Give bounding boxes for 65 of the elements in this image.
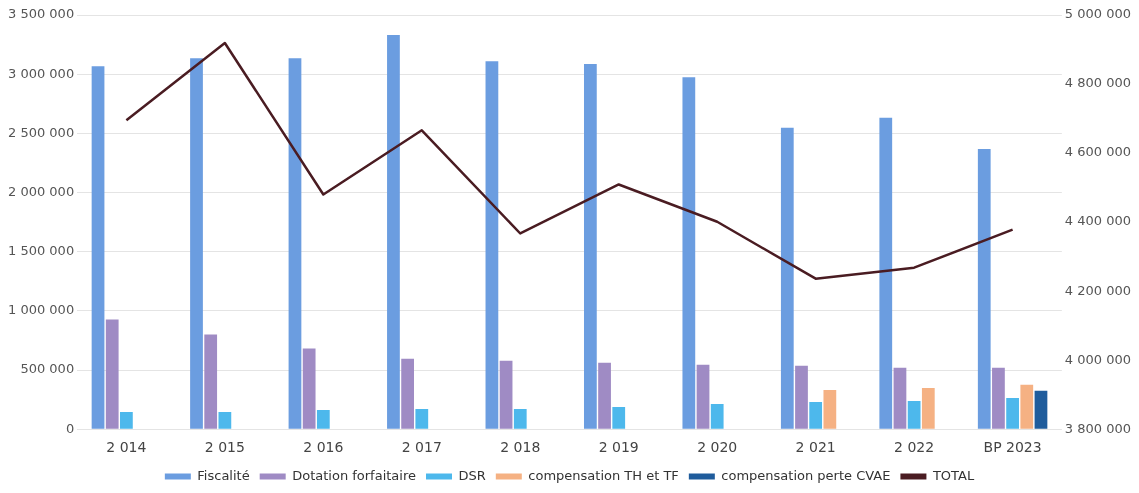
y2-tick-label: 4 200 000 [1064,282,1132,298]
bar [91,66,105,429]
x-tick-label: 2 014 [106,439,147,456]
bar [401,358,414,429]
y-tick-label: 2 000 000 [7,183,75,199]
bar [598,362,611,429]
y-tick-label: 3 500 000 [7,6,75,22]
x-tick-label: BP 2023 [983,439,1042,456]
legend-label: DSR [458,467,486,483]
bar [316,410,330,429]
y2-tick-label: 3 800 000 [1064,420,1132,436]
y2-tick-label: 4 800 000 [1064,75,1132,91]
bar [387,35,400,429]
bar [893,367,907,429]
bar [190,58,203,429]
bar [696,364,710,429]
legend-label: TOTAL [931,467,975,483]
bar [513,409,527,429]
bar [415,409,429,429]
y-tick-label: 3 000 000 [7,65,75,81]
bar [499,360,513,429]
y-tick-label: 1 000 000 [7,302,75,318]
legend-label: compensation TH et TF [528,467,679,483]
bar [204,334,218,429]
bar [780,127,794,429]
y2-tick-label: 4 400 000 [1064,213,1132,229]
x-tick-label: 2 019 [598,439,639,456]
bar [907,401,921,429]
bar [977,148,991,429]
x-tick-label: 2 018 [500,439,541,456]
legend-label: Dotation forfaitaire [292,467,417,483]
bar [485,61,499,429]
y2-tick-label: 4 000 000 [1064,351,1132,367]
x-tick-label: 2 016 [303,439,344,456]
y-tick-label: 500 000 [20,361,75,377]
bar [583,64,597,429]
x-tick-label: 2 015 [204,439,245,456]
bar [105,319,119,429]
bar [1006,397,1019,429]
legend-label: Fiscalité [197,467,250,483]
x-tick-label: 2 017 [401,439,442,456]
y2-tick-label: 5 000 000 [1064,6,1132,22]
legend-label: compensation perte CVAE [721,467,891,483]
x-tick-label: 2 021 [795,439,836,456]
bar [612,407,626,429]
bar [288,58,302,429]
bar [809,401,823,429]
y-tick-label: 0 [65,420,75,436]
bar [921,387,935,429]
bar [1020,384,1034,429]
bar [1034,390,1048,429]
bar [992,367,1005,429]
y-tick-label: 2 500 000 [7,124,75,140]
bar [710,403,724,429]
x-tick-label: 2 022 [894,439,935,456]
x-tick-label: 2 020 [697,439,738,456]
bar [823,389,837,429]
bar [218,412,232,429]
bar [120,412,133,429]
bar [879,117,893,429]
bar [682,77,696,429]
bar [795,365,808,429]
y2-tick-label: 4 600 000 [1064,144,1132,160]
bar [302,348,316,429]
y-tick-label: 1 500 000 [7,243,75,259]
